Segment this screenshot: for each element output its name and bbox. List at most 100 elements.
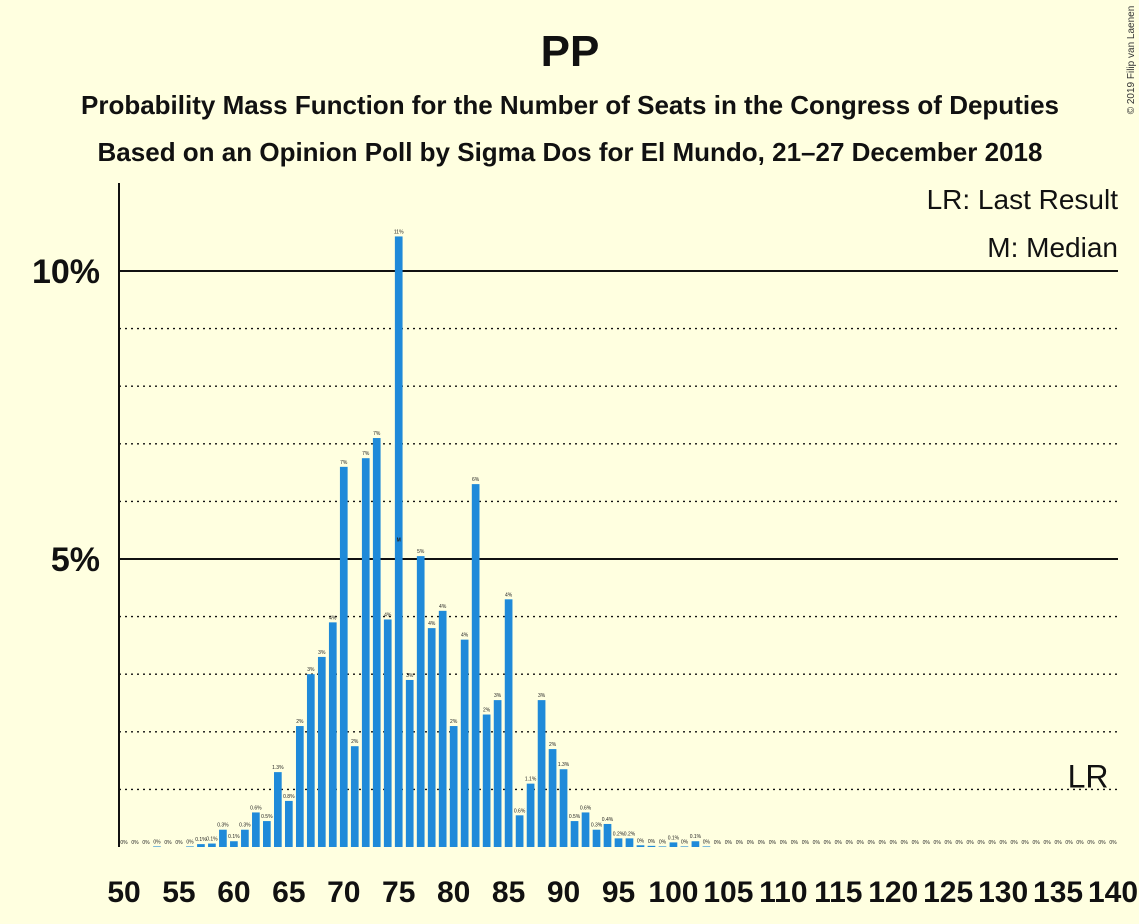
data-label-seat-127: 0% — [967, 840, 975, 846]
data-label-seat-58: 0.1% — [206, 837, 218, 843]
data-label-seat-95: 0.2% — [613, 831, 625, 837]
bar-seat-100 — [669, 842, 678, 847]
bar-seat-77 — [416, 556, 425, 847]
x-tick-label: 130 — [978, 876, 1028, 909]
data-labels: 0% 0% 0% 0% 0% 0% 0% 0.1% 0.1%0.3%0.1%0.3%0.6%0.… — [120, 229, 1117, 846]
data-label-seat-114: 0% — [824, 840, 832, 846]
bar-seat-86 — [515, 815, 524, 847]
x-tick-label: 95 — [602, 876, 635, 909]
data-label-seat-72: 7% — [362, 451, 370, 457]
x-tick-label: 65 — [272, 876, 305, 909]
data-label-seat-87: 1.1% — [525, 777, 537, 783]
bar-seat-60 — [230, 841, 238, 847]
bar-seat-83 — [482, 714, 491, 847]
bar-seat-65 — [284, 800, 293, 847]
data-label-seat-54: 0% — [164, 840, 172, 846]
data-label-seat-137: 0% — [1076, 840, 1084, 846]
data-label-seat-99: 0% — [659, 839, 667, 845]
y-tick-label: 10% — [32, 253, 100, 291]
bar-seat-84 — [493, 700, 502, 847]
data-label-seat-88: 3% — [538, 693, 546, 699]
data-label-seat-75: 11% — [394, 229, 404, 235]
data-label-seat-59: 0.3% — [217, 823, 229, 829]
x-tick-label: 100 — [648, 876, 698, 909]
data-label-seat-122: 0% — [912, 840, 920, 846]
chart-subtitle: Probability Mass Function for the Number… — [81, 90, 1059, 120]
x-tick-label: 80 — [437, 876, 470, 909]
data-label-seat-91: 0.5% — [569, 814, 581, 820]
data-label-seat-61: 0.3% — [239, 823, 251, 829]
data-label-seat-50: 0% — [120, 840, 128, 846]
data-label-seat-89: 2% — [549, 742, 557, 748]
bar-seat-70 — [339, 466, 348, 847]
data-label-seat-140: 0% — [1109, 840, 1117, 846]
bar-seat-81 — [460, 639, 469, 847]
data-label-seat-90: 1.3% — [558, 762, 570, 768]
x-tick-label: 140 — [1088, 876, 1138, 909]
bar-seat-98 — [647, 845, 656, 847]
data-label-seat-94: 0.4% — [602, 817, 614, 823]
bar-seat-103 — [702, 846, 711, 847]
data-label-seat-121: 0% — [901, 840, 909, 846]
x-tick-label: 55 — [162, 876, 195, 909]
data-label-seat-129: 0% — [989, 840, 997, 846]
bar-seat-97 — [636, 845, 645, 847]
data-label-seat-74: 4% — [384, 612, 392, 618]
data-label-seat-93: 0.3% — [591, 823, 603, 829]
bar-seat-72 — [361, 458, 370, 847]
data-label-seat-106: 0% — [736, 840, 744, 846]
bar-seat-92 — [581, 812, 590, 847]
data-label-seat-76: 3% — [406, 673, 414, 679]
bar-seat-80 — [449, 726, 458, 847]
chart-subtitle-source: Based on an Opinion Poll by Sigma Dos fo… — [98, 137, 1043, 167]
data-label-seat-79: 4% — [439, 604, 447, 610]
bar-seat-56 — [186, 846, 194, 847]
data-label-seat-81: 4% — [461, 633, 469, 639]
data-label-seat-52: 0% — [142, 840, 150, 846]
bar-seat-61 — [241, 829, 249, 847]
legend-last-result: LR: Last Result — [927, 184, 1119, 215]
legend-median: M: Median — [987, 232, 1118, 263]
bar-seat-91 — [570, 821, 579, 847]
data-label-seat-130: 0% — [999, 840, 1007, 846]
copyright-note: © 2019 Filip van Laenen — [1126, 6, 1137, 115]
data-label-seat-139: 0% — [1098, 840, 1106, 846]
bar-seat-67 — [306, 674, 315, 847]
data-label-seat-64: 1.3% — [272, 765, 284, 771]
data-label-seat-68: 3% — [318, 650, 326, 656]
data-label-seat-85: 4% — [505, 592, 513, 598]
data-label-seat-51: 0% — [131, 840, 139, 846]
data-label-seat-96: 0.2% — [624, 831, 636, 837]
data-label-seat-71: 2% — [351, 739, 359, 745]
data-label-seat-113: 0% — [813, 840, 821, 846]
data-label-seat-104: 0% — [714, 840, 722, 846]
x-tick-label: 110 — [759, 876, 807, 909]
bar-seat-69 — [328, 622, 337, 847]
data-label-seat-78: 4% — [428, 621, 436, 627]
data-label-seat-66: 2% — [296, 719, 304, 725]
chart-title: PP — [541, 27, 600, 76]
data-label-seat-60: 0.1% — [228, 834, 240, 840]
data-label-seat-83: 2% — [483, 708, 491, 714]
data-label-seat-115: 0% — [835, 840, 843, 846]
data-label-seat-98: 0% — [648, 839, 656, 845]
data-label-seat-82: 6% — [472, 477, 480, 483]
data-label-seat-117: 0% — [857, 840, 865, 846]
data-label-seat-107: 0% — [747, 840, 755, 846]
data-label-seat-136: 0% — [1065, 840, 1073, 846]
bar-seat-89 — [548, 749, 557, 847]
data-label-seat-128: 0% — [978, 840, 986, 846]
data-label-seat-69: 4% — [329, 615, 337, 621]
data-label-seat-70: 7% — [340, 460, 348, 466]
bar-seat-53 — [153, 846, 161, 847]
bar-seat-71 — [350, 746, 359, 847]
data-label-seat-105: 0% — [725, 840, 733, 846]
data-label-seat-112: 0% — [802, 840, 810, 846]
x-tick-label: 115 — [814, 876, 862, 909]
bar-seat-95 — [614, 838, 623, 847]
data-label-seat-132: 0% — [1021, 840, 1029, 846]
data-label-seat-63: 0.5% — [261, 814, 273, 820]
data-label-seat-110: 0% — [780, 840, 788, 846]
bar-seat-90 — [559, 769, 568, 847]
